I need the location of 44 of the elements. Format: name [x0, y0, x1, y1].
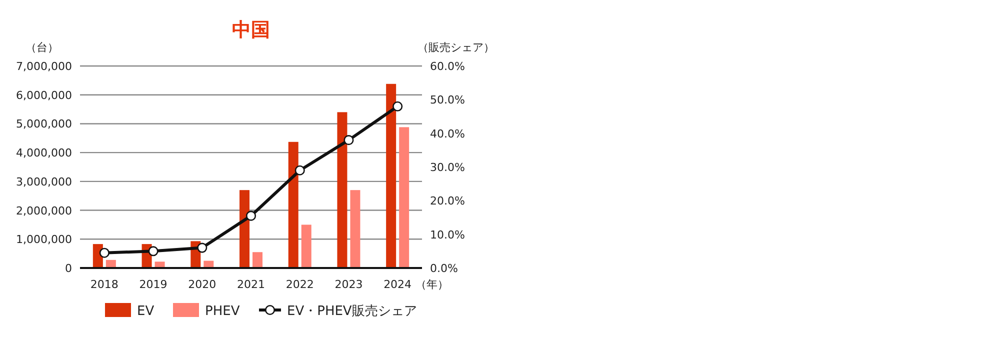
legend-label: PHEV [205, 304, 240, 319]
y-tick-label: 7,000,000 [16, 60, 72, 73]
y2-tick-label: 0.0% [430, 262, 458, 275]
legend-label: EV・PHEV販売シェア [287, 304, 417, 319]
bar [252, 252, 262, 268]
point [197, 242, 208, 253]
y-tick-label: 0 [65, 262, 72, 275]
y2-tick-label: 20.0% [430, 194, 465, 208]
y-tick-label: 5,000,000 [16, 118, 72, 131]
chart-title: 中国 [232, 19, 270, 41]
y-axis-title: （台） [26, 41, 58, 54]
x-tick-label: 2020 [188, 278, 216, 291]
bar [288, 142, 298, 268]
bar [386, 84, 396, 268]
point [392, 101, 403, 112]
bar [399, 127, 410, 268]
y2-tick-label: 60.0% [430, 60, 465, 73]
point [294, 165, 305, 176]
x-tick-label: 2023 [334, 278, 363, 291]
point [99, 248, 110, 258]
bar [337, 112, 348, 268]
y-tick-label: 2,000,000 [16, 204, 72, 218]
y2-tick-label: 30.0% [430, 161, 465, 174]
x-tick-label: 2018 [90, 278, 118, 291]
y-tick-label: 1,000,000 [16, 233, 72, 246]
y-tick-label: 6,000,000 [16, 88, 72, 102]
y2-tick-label: 40.0% [430, 127, 465, 140]
point [344, 135, 354, 146]
x-axis-title: （年） [416, 278, 449, 291]
x-tick-label: 2021 [237, 278, 265, 291]
y-tick-label: 3,000,000 [16, 175, 72, 188]
y-tick-label: 4,000,000 [16, 146, 72, 160]
point [148, 246, 158, 256]
bar [301, 224, 312, 268]
point [246, 210, 256, 221]
x-tick-label: 2019 [139, 278, 168, 291]
bar [350, 190, 360, 268]
bar [240, 190, 250, 268]
y2-tick-label: 50.0% [430, 94, 465, 107]
y2-axis-title: （販売シェア） [418, 41, 494, 54]
y2-tick-label: 10.0% [430, 228, 465, 242]
legend-label: EV [137, 304, 154, 319]
x-tick-label: 2022 [286, 278, 314, 291]
x-tick-label: 2024 [384, 278, 412, 291]
